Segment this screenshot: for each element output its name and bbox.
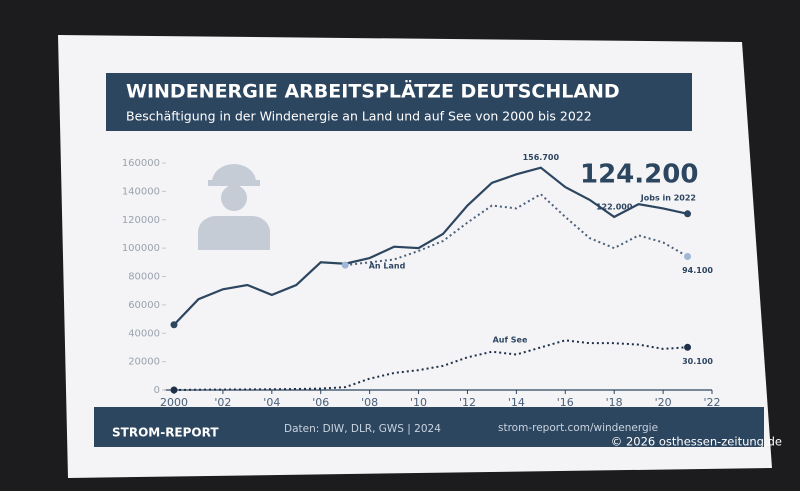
watermark: © 2026 osthessen-zeitung.de bbox=[611, 435, 782, 449]
y-tick-label: 80000 bbox=[128, 272, 160, 283]
x-tick-label: '04 bbox=[263, 396, 280, 409]
x-tick-label: '22 bbox=[703, 396, 720, 409]
chart-subtitle: Beschäftigung in der Windenergie an Land… bbox=[126, 109, 592, 124]
series-line bbox=[173, 339, 688, 391]
x-tick-label: '16 bbox=[557, 396, 574, 409]
annotation: Jobs in 2022 bbox=[640, 194, 696, 203]
y-tick-label: 0 bbox=[154, 385, 160, 396]
y-tick-label: 120000 bbox=[122, 215, 160, 226]
x-tick-label: '10 bbox=[410, 396, 427, 409]
x-tick-label: '14 bbox=[508, 396, 525, 409]
series-point bbox=[684, 252, 692, 260]
y-tick-label: 140000 bbox=[122, 186, 160, 197]
y-tick-label: 20000 bbox=[128, 357, 160, 368]
series-point bbox=[684, 210, 692, 218]
x-tick-label: 2000 bbox=[160, 396, 188, 409]
paper bbox=[58, 35, 772, 478]
footer-source: Daten: DIW, DLR, GWS | 2024 bbox=[284, 423, 441, 435]
worker-icon bbox=[198, 164, 270, 250]
y-tick-label: 100000 bbox=[122, 243, 160, 254]
value-label-highlight: 124.200 bbox=[580, 160, 698, 190]
footer-brand: STROM-REPORT bbox=[112, 426, 219, 440]
series-point bbox=[170, 386, 178, 394]
y-tick-label: 40000 bbox=[128, 328, 160, 339]
chart-title: WINDENERGIE ARBEITSPLÄTZE DEUTSCHLAND bbox=[126, 79, 620, 103]
series-point bbox=[684, 343, 692, 351]
x-tick-label: '06 bbox=[312, 396, 329, 409]
x-tick-label: '12 bbox=[459, 396, 476, 409]
value-label: 156.700 bbox=[523, 153, 560, 162]
series-point bbox=[341, 261, 349, 269]
series-name: An Land bbox=[369, 262, 406, 271]
x-tick-label: '08 bbox=[361, 396, 378, 409]
x-tick-label: '20 bbox=[655, 396, 672, 409]
series-name: Auf See bbox=[493, 336, 528, 345]
header-bar bbox=[106, 73, 692, 131]
x-tick-label: '02 bbox=[214, 396, 231, 409]
footer-bar bbox=[94, 407, 764, 447]
y-tick-label: 60000 bbox=[128, 300, 160, 311]
x-tick-label: '18 bbox=[606, 396, 623, 409]
value-label: 30.100 bbox=[682, 357, 713, 366]
value-label: 94.100 bbox=[682, 266, 713, 275]
series-line bbox=[173, 166, 688, 326]
value-label: 122.000 bbox=[596, 202, 633, 211]
footer-url: strom-report.com/windenergie bbox=[498, 422, 658, 434]
y-tick-label: 160000 bbox=[122, 158, 160, 169]
series-line bbox=[345, 192, 689, 267]
series-point bbox=[170, 321, 178, 329]
